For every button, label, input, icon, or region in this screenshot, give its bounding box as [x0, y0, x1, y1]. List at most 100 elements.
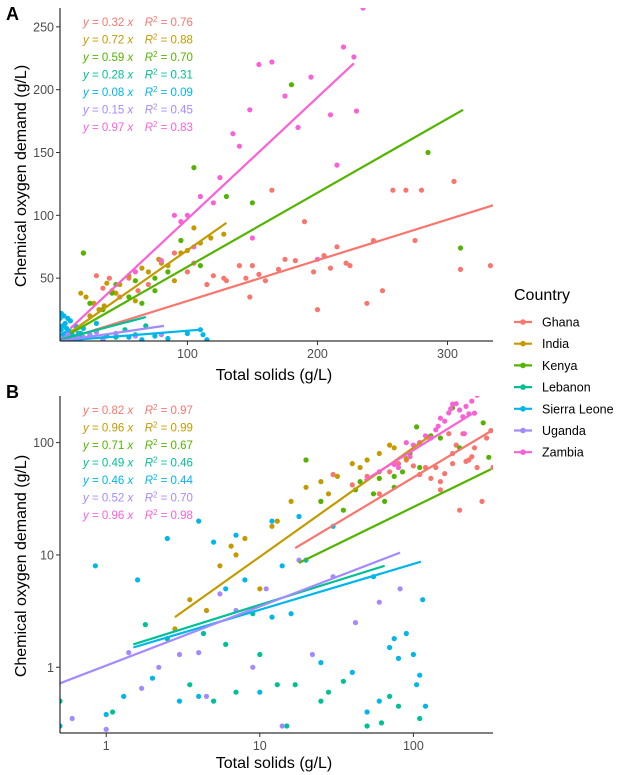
point-ghana	[223, 278, 229, 284]
point-uganda	[397, 586, 403, 592]
point-zambia	[327, 112, 334, 118]
x-tick-label: 200	[307, 347, 328, 361]
point-sierra-leone	[387, 644, 393, 651]
point-ghana	[410, 463, 416, 469]
point-india	[104, 280, 110, 286]
point-india	[364, 457, 370, 463]
point-lebanon	[233, 689, 239, 695]
point-kenya	[417, 464, 423, 471]
point-kenya	[87, 300, 93, 306]
point-india	[228, 543, 234, 549]
point-zambia	[256, 61, 262, 68]
point-uganda	[309, 651, 315, 658]
fit-line-uganda	[60, 324, 165, 341]
point-uganda	[203, 693, 210, 700]
panel-b-label: B	[6, 382, 19, 402]
point-sierra-leone	[92, 563, 98, 569]
point-ghana	[249, 263, 255, 269]
point-zambia	[360, 8, 366, 11]
point-ghana	[428, 475, 434, 481]
point-sierra-leone	[420, 597, 426, 603]
point-zambia	[395, 464, 402, 471]
point-lebanon	[364, 723, 370, 729]
point-india	[221, 231, 227, 237]
point-uganda	[352, 620, 359, 626]
point-india	[376, 450, 382, 457]
point-sierra-leone	[414, 682, 420, 688]
legend-label: India	[542, 337, 569, 351]
fit-line-ghana	[83, 204, 493, 335]
point-kenya	[318, 498, 324, 504]
legend-label: Kenya	[542, 359, 577, 373]
fit-line-uganda	[60, 551, 401, 685]
point-ghana	[412, 237, 418, 244]
point-kenya	[288, 82, 295, 88]
point-uganda	[103, 726, 109, 733]
point-kenya	[340, 507, 346, 513]
point-ghana	[204, 281, 210, 288]
point-sierra-leone	[269, 518, 275, 524]
point-sierra-leone	[196, 693, 202, 700]
point-ghana	[484, 435, 490, 441]
point-ghana	[466, 457, 472, 463]
legend-key-dot	[520, 362, 526, 369]
panel-a-x-axis-title: Total solids (g/L)	[216, 367, 333, 384]
equation-sierra-leone: y = 0.46 x R2 = 0.44	[82, 473, 194, 488]
point-kenya	[425, 149, 431, 156]
point-kenya	[80, 250, 86, 256]
point-ghana	[387, 469, 393, 475]
legend-item-ghana: Ghana	[514, 316, 580, 330]
point-lebanon	[211, 698, 217, 704]
legend-title: Country	[514, 287, 570, 304]
point-zambia	[469, 398, 475, 404]
point-sierra-leone	[60, 327, 64, 333]
point-lebanon	[60, 698, 63, 704]
point-india	[257, 586, 263, 592]
panel-b-plot: y = 0.82 x R2 = 0.97 y = 0.96 x R2 = 0.99…	[60, 396, 493, 733]
point-ghana	[334, 244, 340, 250]
fit-line-kenya	[69, 108, 464, 335]
equation-ghana: y = 0.82 x R2 = 0.97	[82, 403, 193, 418]
y-tick-label: 200	[33, 83, 54, 97]
point-zambia	[448, 406, 454, 412]
legend-key-dot	[520, 406, 526, 412]
point-india	[171, 278, 177, 284]
point-ghana	[236, 263, 242, 269]
point-kenya	[165, 269, 171, 275]
point-ghana	[457, 266, 464, 272]
point-india	[217, 563, 223, 569]
equation-lebanon: y = 0.28 x R2 = 0.31	[82, 67, 193, 82]
point-kenya	[457, 245, 464, 251]
point-ghana	[247, 294, 253, 300]
panel-b: B y = 0.82 x R2 = 0.97 y = 0.96 x R2 = 0.…	[6, 382, 493, 772]
point-zambia	[437, 415, 443, 421]
point-zambia	[132, 269, 138, 275]
point-kenya	[178, 237, 184, 244]
point-kenya	[249, 200, 255, 206]
panel-a-label: A	[6, 4, 19, 24]
point-sierra-leone	[184, 330, 190, 337]
point-ghana	[184, 269, 190, 275]
point-zambia	[407, 454, 413, 460]
point-lebanon	[142, 622, 148, 628]
equation-uganda: y = 0.15 x R2 = 0.45	[82, 102, 193, 117]
point-uganda	[263, 586, 269, 592]
point-zambia	[247, 107, 253, 113]
point-zambia	[171, 212, 177, 218]
point-india	[349, 461, 355, 467]
point-zambia	[282, 93, 288, 99]
equation-lebanon: y = 0.49 x R2 = 0.46	[82, 455, 193, 470]
point-sierra-leone	[103, 711, 109, 718]
point-ghana	[269, 187, 275, 193]
panel-b-x-axis-title: Total solids (g/L)	[216, 755, 333, 772]
point-india	[78, 290, 84, 296]
point-ghana	[457, 507, 463, 513]
point-ghana	[314, 307, 321, 313]
point-ghana	[135, 288, 141, 294]
point-uganda	[69, 715, 75, 722]
point-kenya	[152, 288, 158, 294]
point-india	[391, 445, 397, 451]
point-lebanon	[395, 703, 402, 709]
point-ghana	[243, 275, 249, 281]
